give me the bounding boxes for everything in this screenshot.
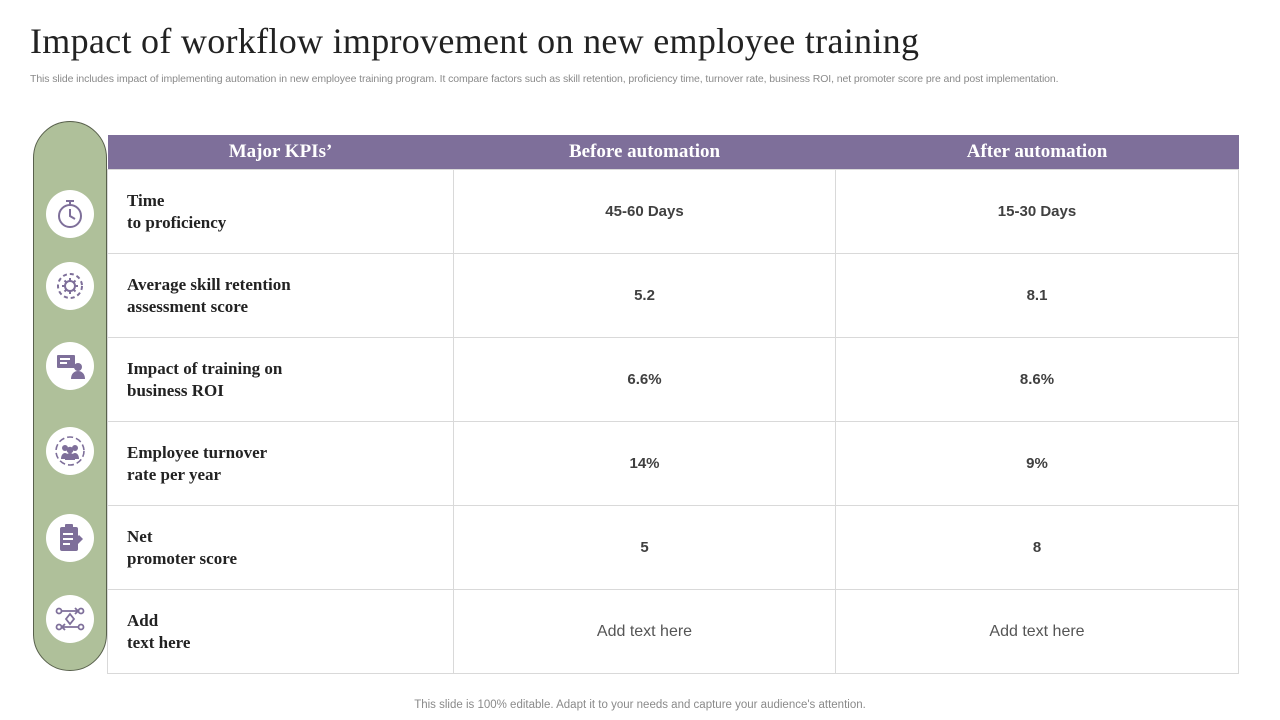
before-value: 6.6% xyxy=(453,337,836,422)
before-value: 14% xyxy=(453,421,836,506)
after-value: 8.1 xyxy=(835,253,1239,338)
after-value: Add text here xyxy=(835,589,1239,674)
after-value: 8.6% xyxy=(835,337,1239,422)
stopwatch-icon xyxy=(46,190,94,238)
table-row: Net promoter score 5 8 xyxy=(107,505,1239,590)
page-subtitle: This slide includes impact of implementi… xyxy=(30,73,1059,85)
after-value: 9% xyxy=(835,421,1239,506)
page-title: Impact of workflow improvement on new em… xyxy=(30,21,920,61)
before-value: Add text here xyxy=(453,589,836,674)
table-row: Add text here Add text here Add text here xyxy=(107,589,1239,674)
workflow-icon xyxy=(46,595,94,643)
kpi-label: Add text here xyxy=(107,589,454,674)
table-row: Average skill retention assessment score … xyxy=(107,253,1239,338)
kpi-label: Time to proficiency xyxy=(107,169,454,254)
kpi-label: Employee turnover rate per year xyxy=(107,421,454,506)
kpi-table: Major KPIs’ Before automation After auto… xyxy=(107,135,1239,674)
header-before-automation: Before automation xyxy=(453,135,836,170)
header-major-kpis: Major KPIs’ xyxy=(107,135,454,170)
before-value: 5.2 xyxy=(453,253,836,338)
team-cycle-icon xyxy=(46,427,94,475)
header-after-automation: After automation xyxy=(835,135,1239,170)
table-row: Time to proficiency 45-60 Days 15-30 Days xyxy=(107,169,1239,254)
before-value: 45-60 Days xyxy=(453,169,836,254)
presentation-user-icon xyxy=(46,342,94,390)
before-value: 5 xyxy=(453,505,836,590)
after-value: 15-30 Days xyxy=(835,169,1239,254)
kpi-label: Net promoter score xyxy=(107,505,454,590)
clipboard-icon xyxy=(46,514,94,562)
after-value: 8 xyxy=(835,505,1239,590)
table-row: Impact of training on business ROI 6.6% 8… xyxy=(107,337,1239,422)
kpi-label: Average skill retention assessment score xyxy=(107,253,454,338)
footer-note: This slide is 100% editable. Adapt it to… xyxy=(414,699,866,711)
table-row: Employee turnover rate per year 14% 9% xyxy=(107,421,1239,506)
gear-cycle-icon xyxy=(46,262,94,310)
table-header-row: Major KPIs’ Before automation After auto… xyxy=(107,135,1239,170)
kpi-label: Impact of training on business ROI xyxy=(107,337,454,422)
